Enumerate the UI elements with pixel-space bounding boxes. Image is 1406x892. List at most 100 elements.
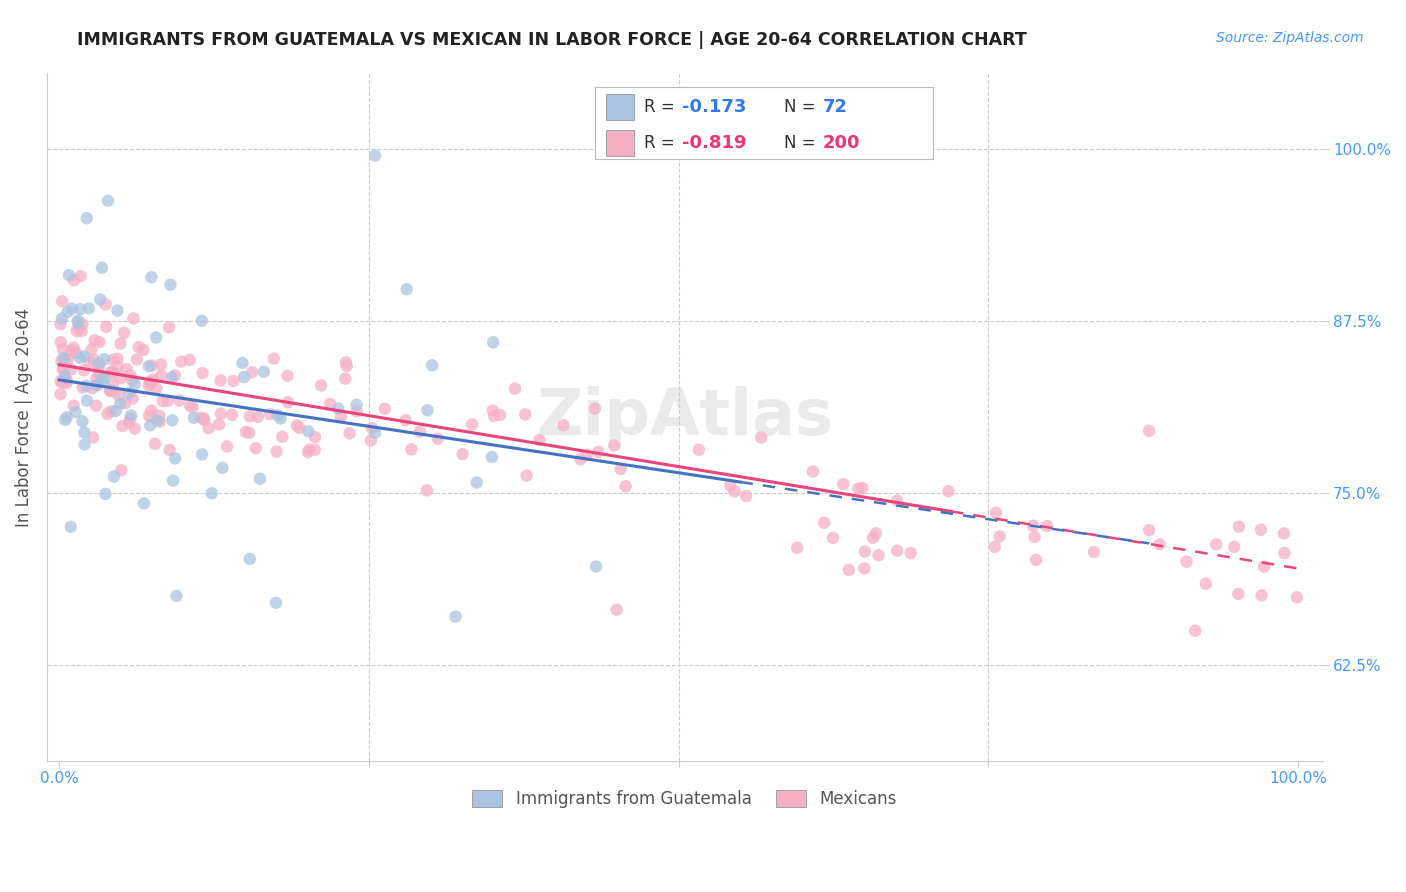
Point (89, 335, 111, 350)
Point (115, 362, 138, 376)
Point (93, 372, 115, 386)
Point (193, 413, 215, 427)
Point (444, 609, 467, 624)
Point (900, 546, 922, 560)
Point (886, 493, 908, 508)
Point (77, 301, 100, 316)
Point (576, 448, 599, 462)
Point (482, 409, 505, 423)
Point (553, 418, 575, 433)
Point (1149, 537, 1171, 551)
Point (101, 365, 124, 379)
Point (87, 359, 110, 374)
Point (984, 506, 1007, 520)
Point (253, 365, 276, 379)
Text: -0.819: -0.819 (682, 134, 747, 153)
Point (132, 496, 155, 510)
Point (56, 352, 79, 367)
Point (304, 430, 326, 444)
Text: ZipAtlas: ZipAtlas (536, 386, 834, 448)
Point (69, 351, 91, 365)
Point (179, 399, 201, 413)
Point (49, 318, 72, 332)
Point (451, 447, 474, 461)
Point (786, 541, 808, 555)
Point (735, 489, 758, 503)
Point (614, 479, 637, 493)
Point (886, 543, 908, 558)
Point (221, 408, 243, 422)
Point (482, 335, 505, 350)
Point (152, 394, 174, 409)
Point (288, 421, 311, 435)
Point (1024, 530, 1046, 544)
Point (304, 442, 326, 457)
Point (107, 388, 129, 402)
Point (53, 354, 76, 368)
Point (233, 370, 256, 384)
Point (142, 373, 165, 387)
Point (52, 342, 75, 356)
Point (56, 373, 79, 387)
Point (69, 269, 91, 284)
Point (1036, 519, 1059, 533)
Point (838, 563, 860, 577)
Point (53, 369, 76, 384)
Point (848, 482, 870, 496)
Text: 72: 72 (823, 98, 848, 116)
Point (165, 451, 187, 466)
Point (101, 353, 124, 368)
Point (211, 461, 233, 475)
Point (346, 404, 368, 418)
Legend: Immigrants from Guatemala, Mexicans: Immigrants from Guatemala, Mexicans (465, 783, 904, 814)
Point (238, 425, 260, 440)
Point (82, 381, 104, 395)
Point (112, 326, 135, 340)
Point (163, 368, 186, 383)
Point (118, 416, 141, 430)
Point (1285, 591, 1308, 605)
Point (983, 540, 1005, 554)
Point (121, 373, 143, 387)
Point (1137, 424, 1160, 438)
Point (138, 378, 160, 392)
Point (1025, 553, 1047, 567)
Point (53, 363, 76, 377)
Point (60, 343, 83, 358)
Point (159, 442, 181, 457)
Point (86, 378, 108, 392)
Point (69, 302, 91, 317)
Point (139, 418, 162, 433)
Point (83, 333, 105, 347)
Point (87, 356, 110, 370)
Point (162, 413, 184, 427)
FancyBboxPatch shape (606, 130, 634, 156)
Point (114, 396, 136, 410)
Point (868, 548, 890, 562)
Point (103, 469, 125, 483)
Point (395, 413, 418, 427)
Text: -0.173: -0.173 (682, 98, 747, 116)
Point (149, 358, 172, 372)
Point (170, 354, 193, 368)
Point (145, 330, 167, 344)
Point (239, 552, 262, 566)
Point (87, 365, 110, 379)
Point (121, 392, 143, 406)
Point (193, 411, 215, 425)
Point (246, 409, 269, 424)
Text: N =: N = (785, 134, 821, 153)
Point (515, 408, 537, 422)
Point (277, 395, 299, 409)
Point (276, 368, 298, 383)
Point (832, 477, 855, 491)
Point (62, 399, 84, 413)
Point (145, 381, 167, 395)
Point (72, 317, 94, 331)
Point (49, 374, 72, 388)
Point (503, 382, 526, 396)
Point (110, 396, 132, 410)
Point (516, 468, 538, 483)
Point (65, 405, 87, 419)
Point (271, 430, 294, 444)
